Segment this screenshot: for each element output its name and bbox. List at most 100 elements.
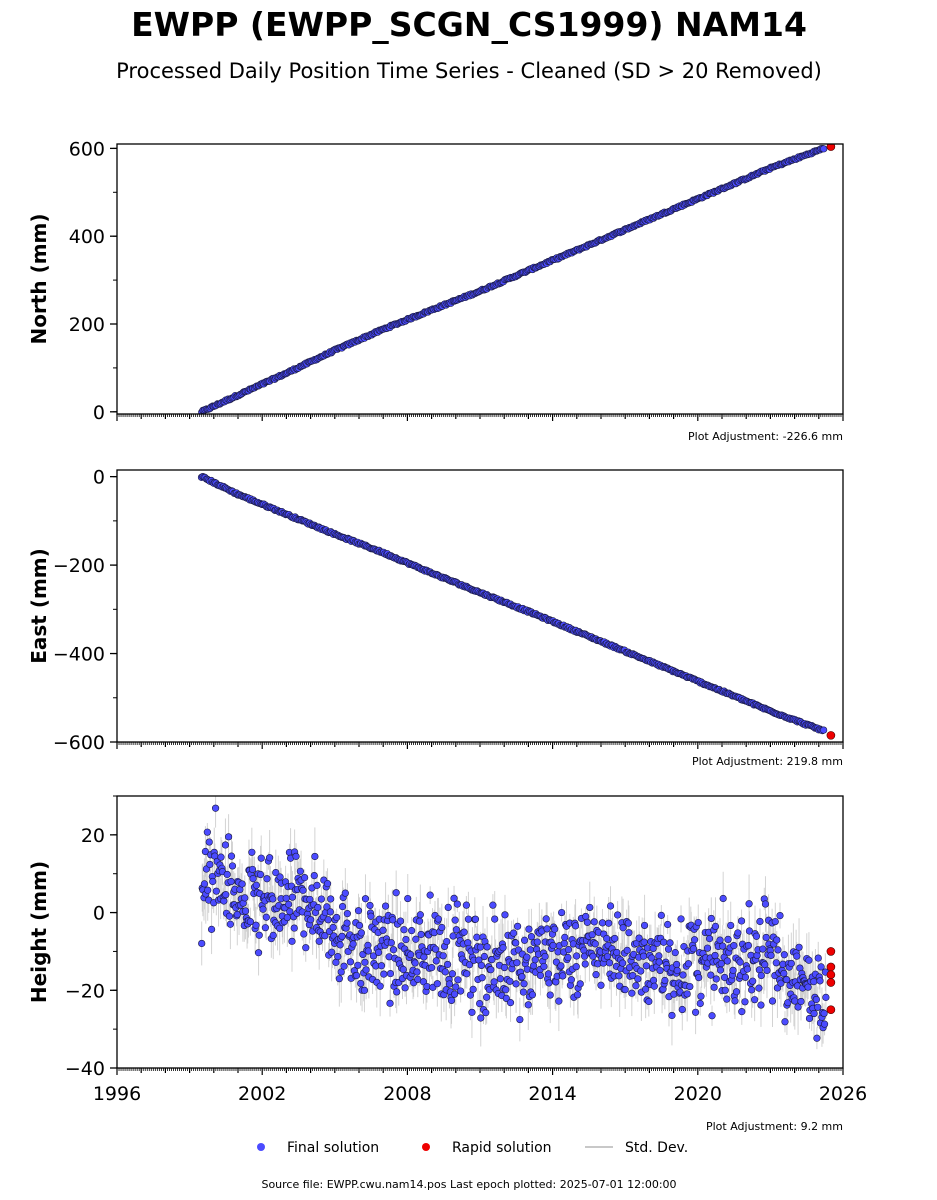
final-solution-point [642,962,650,970]
final-solution-point [487,966,495,974]
final-solution-point [625,929,633,937]
final-solution-point [355,921,364,930]
final-solution-point [536,971,545,980]
east-axes-frame [116,469,844,743]
final-solution-point [255,931,263,939]
final-solution-point [768,997,777,1005]
final-solution-point [555,997,563,1005]
final-solution-point [450,894,458,902]
north-plot-adjustment: Plot Adjustment: -226.6 mm [688,430,843,443]
final-solution-point [449,932,457,940]
final-solution-point [605,919,613,927]
final-solution-point [228,862,237,870]
final-solution-point [531,956,539,964]
final-solution-point [407,951,415,959]
final-solution-point [787,959,795,968]
final-solution-point [691,1008,700,1016]
final-solution-point [256,870,265,879]
final-solution-point [262,913,270,921]
final-solution-point [432,957,440,965]
y-tick-label: −600 [53,732,105,754]
final-solution-point [793,952,801,960]
final-solution-point [438,923,446,932]
final-solution-point [716,966,725,974]
final-solution-point [734,929,742,937]
final-solution-point [352,971,361,980]
final-solution-point [813,1034,821,1042]
north-y-axis-label: North (mm) [27,213,51,344]
footer-source: Source file: EWPP.cwu.nam14.pos Last epo… [261,1178,676,1191]
east-plot-adjustment: Plot Adjustment: 219.8 mm [692,755,843,768]
final-solution-point [673,966,681,975]
final-solution-point [482,1009,490,1017]
final-solution-point [364,947,372,955]
final-solution-point [820,1020,829,1028]
final-solution-point [248,865,257,874]
final-solution-point [222,891,230,899]
final-solution-point [212,887,220,895]
final-solution-point [661,976,669,985]
final-solution-point [533,938,541,946]
final-solution-point [241,907,250,915]
final-solution-point [217,853,225,861]
final-solution-point [820,726,828,734]
final-solution-point [523,953,531,961]
final-solution-point [473,933,481,941]
legend-final-label: Final solution [287,1140,379,1156]
final-solution-point [224,833,233,841]
final-solution-point [755,984,763,992]
final-solution-point [527,933,536,941]
final-solution-point [200,880,209,888]
final-solution-point [690,936,699,944]
final-solution-point [327,895,335,903]
final-solution-point [711,951,719,960]
final-solution-point [781,1018,789,1026]
final-solution-point [288,937,296,945]
final-solution-point [567,976,575,984]
final-solution-point [637,967,645,975]
final-solution-point [334,952,342,961]
final-solution-point [619,959,627,967]
final-solution-point [741,973,750,981]
final-solution-point [463,970,471,978]
final-solution-point [721,986,729,994]
final-solution-point [784,999,792,1007]
final-solution-point [439,952,447,960]
final-solution-point [705,934,714,943]
rapid-solution-point [826,970,836,980]
east-y-axis-label: East (mm) [27,548,51,664]
final-solution-point [512,939,520,947]
final-solution-point [323,880,332,888]
final-solution-point [606,902,615,910]
final-solution-point [572,963,580,971]
y-tick-label: 0 [93,467,105,489]
final-solution-point [719,942,727,950]
final-solution-point [816,977,824,985]
final-solution-point [677,915,685,923]
final-solution-point [201,847,210,856]
final-solution-point [207,925,216,933]
final-solution-point [576,980,584,988]
final-solution-point [444,960,452,969]
final-solution-point [335,975,343,983]
final-solution-point [805,956,813,964]
final-solution-point [509,929,518,937]
final-solution-point [558,908,566,917]
final-solution-point [650,982,658,990]
north-panel: 0 200 400 600 North (mm) [27,138,844,424]
y-tick-label: −400 [53,644,105,666]
final-solution-point [286,907,294,916]
final-solution-point [389,946,398,954]
final-solution-point [776,912,784,920]
final-solution-point [480,952,488,961]
height-y-axis-label: Height (mm) [27,861,51,1003]
final-solution-point [426,891,434,899]
final-solution-point [389,916,397,924]
final-solution-point [296,867,305,875]
final-solution-point [476,943,485,951]
final-solution-point [301,873,309,882]
final-solution-point [761,900,770,908]
y-tick-label: 0 [93,402,105,424]
final-solution-point [282,894,290,902]
final-solution-point [632,982,640,990]
